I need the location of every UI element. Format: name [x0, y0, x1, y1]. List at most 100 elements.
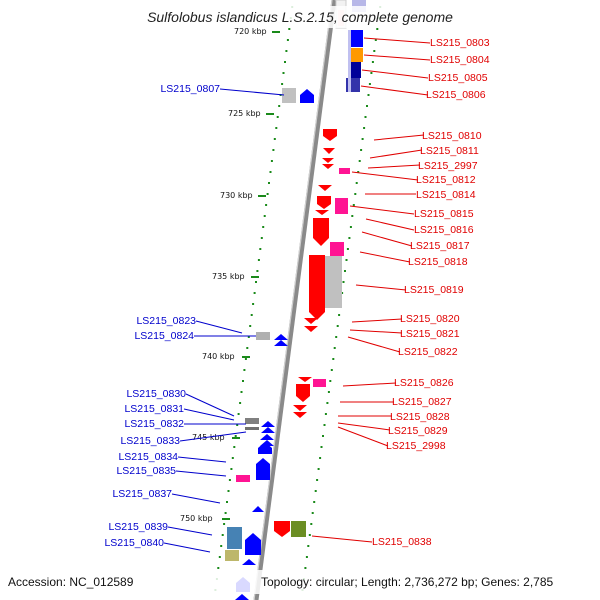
forward-gene-arrow[interactable]: [296, 384, 310, 402]
reverse-gene-label[interactable]: LS215_0835: [116, 465, 176, 477]
label-connector: [367, 164, 421, 169]
gene-block[interactable]: [330, 242, 344, 256]
forward-gene-label[interactable]: LS215_0816: [414, 224, 474, 236]
track-dot: [368, 83, 371, 85]
reverse-gene-label[interactable]: LS215_0837: [112, 488, 172, 500]
gene-block[interactable]: [348, 30, 351, 92]
track-dot: [243, 369, 246, 371]
forward-gene-label[interactable]: LS215_2997: [418, 160, 478, 172]
track-dot: [230, 468, 233, 470]
forward-gene-arrow[interactable]: [313, 218, 329, 246]
forward-gene-label[interactable]: LS215_0822: [398, 346, 458, 358]
forward-gene-label[interactable]: LS215_0819: [404, 284, 464, 296]
gene-block[interactable]: [245, 418, 259, 424]
reverse-strand-features: [225, 88, 296, 561]
forward-gene-label[interactable]: LS215_0811: [420, 145, 479, 157]
forward-gene-label[interactable]: LS215_0810: [422, 130, 482, 142]
reverse-gene-label[interactable]: LS215_0831: [124, 403, 184, 415]
forward-gene-arrow[interactable]: [322, 158, 334, 163]
forward-gene-label[interactable]: LS215_0812: [416, 174, 476, 186]
reverse-gene-arrow[interactable]: [258, 442, 272, 454]
forward-gene-label[interactable]: LS215_2998: [386, 440, 446, 452]
label-connector: [365, 218, 415, 231]
forward-gene-label[interactable]: LS215_0814: [416, 189, 476, 201]
gene-block[interactable]: [291, 521, 306, 537]
track-dot: [282, 72, 285, 74]
forward-gene-label[interactable]: LS215_0838: [372, 536, 432, 548]
forward-gene-label[interactable]: LS215_0805: [428, 72, 488, 84]
reverse-gene-label[interactable]: LS215_0839: [108, 521, 168, 533]
gene-block[interactable]: [245, 427, 259, 430]
track-dot: [374, 39, 377, 41]
forward-gene-arrow[interactable]: [309, 255, 325, 320]
reverse-gene-arrow[interactable]: [260, 434, 274, 440]
reverse-gene-arrow[interactable]: [235, 594, 249, 600]
forward-gene-arrow[interactable]: [274, 521, 290, 537]
forward-gene-arrow[interactable]: [323, 129, 337, 141]
gene-block[interactable]: [236, 475, 250, 482]
reverse-gene-label[interactable]: LS215_0832: [124, 418, 184, 430]
gene-block[interactable]: [348, 62, 361, 78]
track-dot: [342, 281, 345, 283]
reverse-gene-arrow[interactable]: [261, 421, 275, 427]
forward-gene-label[interactable]: LS215_0817: [410, 240, 470, 252]
forward-gene-label[interactable]: LS215_0827: [392, 396, 452, 408]
reverse-gene-arrow[interactable]: [274, 340, 288, 346]
reverse-gene-arrow[interactable]: [300, 89, 314, 103]
reverse-gene-label[interactable]: LS215_0833: [120, 435, 180, 447]
footer-background: [0, 570, 600, 594]
reverse-gene-label[interactable]: LS215_0830: [126, 388, 186, 400]
reverse-gene-label[interactable]: LS215_0824: [134, 330, 194, 342]
gene-block[interactable]: [325, 256, 342, 308]
scale-label-720: 720 kbp: [234, 27, 267, 36]
track-dot: [352, 204, 355, 206]
gene-block[interactable]: [225, 550, 239, 561]
forward-gene-arrow[interactable]: [298, 377, 312, 382]
gene-block[interactable]: [339, 168, 350, 174]
gene-block[interactable]: [282, 88, 296, 103]
forward-gene-label[interactable]: LS215_0804: [430, 54, 490, 66]
track-dot: [246, 347, 249, 349]
reverse-gene-label[interactable]: LS215_0807: [160, 83, 220, 95]
forward-gene-arrow[interactable]: [304, 326, 318, 332]
reverse-gene-arrow[interactable]: [256, 458, 270, 480]
forward-gene-label[interactable]: LS215_0828: [390, 411, 450, 423]
forward-gene-arrow[interactable]: [293, 405, 307, 411]
reverse-gene-arrow[interactable]: [245, 533, 261, 555]
gene-block[interactable]: [335, 198, 348, 214]
reverse-gene-arrow[interactable]: [252, 506, 264, 512]
gene-block[interactable]: [350, 48, 363, 62]
reverse-gene-label[interactable]: LS215_0834: [118, 451, 178, 463]
forward-gene-label[interactable]: LS215_0806: [426, 89, 486, 101]
label-connector: [361, 231, 413, 247]
forward-gene-label[interactable]: LS215_0803: [430, 37, 490, 49]
label-connector: [195, 320, 243, 334]
track-dot: [273, 138, 276, 140]
forward-gene-label[interactable]: LS215_0815: [414, 208, 474, 220]
label-connector: [167, 526, 213, 536]
forward-gene-arrow[interactable]: [317, 196, 331, 209]
reverse-gene-arrow[interactable]: [274, 334, 288, 340]
reverse-gene-arrow[interactable]: [242, 559, 256, 565]
track-dot: [257, 259, 260, 261]
forward-gene-arrow[interactable]: [318, 185, 332, 191]
forward-gene-arrow[interactable]: [322, 164, 334, 169]
forward-gene-label[interactable]: LS215_0818: [408, 256, 468, 268]
forward-gene-arrow[interactable]: [293, 412, 307, 418]
forward-gene-arrow[interactable]: [315, 210, 329, 215]
forward-gene-label[interactable]: LS215_0829: [388, 425, 448, 437]
gene-block[interactable]: [256, 332, 270, 340]
label-connector: [361, 69, 429, 79]
gene-block[interactable]: [313, 379, 326, 387]
reverse-gene-label[interactable]: LS215_0840: [104, 537, 164, 549]
forward-gene-label[interactable]: LS215_0820: [400, 313, 460, 325]
gene-block[interactable]: [227, 527, 242, 549]
forward-gene-label[interactable]: LS215_0826: [394, 377, 454, 389]
forward-gene-label[interactable]: LS215_0821: [400, 328, 460, 340]
gene-block[interactable]: [350, 30, 363, 47]
forward-gene-arrow[interactable]: [323, 148, 335, 154]
reverse-gene-label[interactable]: LS215_0823: [136, 315, 196, 327]
reverse-gene-arrow[interactable]: [261, 427, 275, 433]
forward-gene-arrow[interactable]: [304, 318, 318, 324]
scale-label-725: 725 kbp: [228, 109, 261, 118]
